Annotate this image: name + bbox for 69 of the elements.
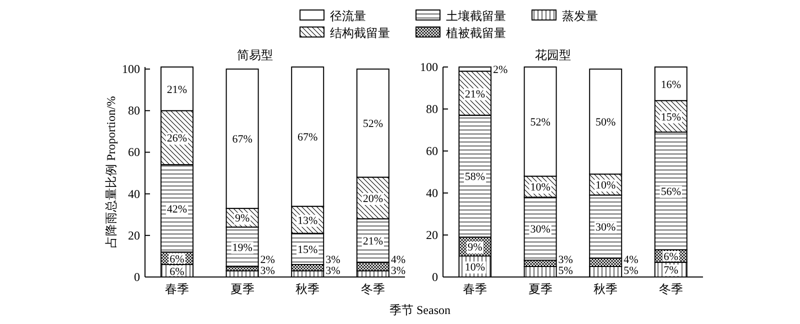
data-label: 30% — [530, 224, 550, 236]
data-label: 9% — [468, 242, 482, 254]
x-tick-label: 夏季 — [230, 282, 254, 296]
x-tick-label: 秋季 — [296, 282, 320, 296]
data-label: 30% — [596, 222, 616, 234]
data-label: 3% — [260, 265, 275, 277]
data-label: 20% — [362, 192, 383, 205]
y-tick-label: 80 — [128, 104, 140, 118]
x-tick-label: 冬季 — [658, 282, 683, 296]
chart-title: 花园型 — [535, 48, 571, 62]
chart-title: 简易型 — [237, 48, 273, 62]
y-axis-title: 占降雨总量比例 Proportion/% — [104, 96, 118, 248]
data-label: 10% — [464, 262, 486, 274]
data-label: 15% — [298, 244, 318, 256]
data-label: 50% — [596, 116, 616, 129]
data-label: 6% — [170, 253, 184, 266]
data-label: 52% — [362, 118, 383, 130]
data-label: 21% — [362, 236, 383, 248]
data-label: 10% — [596, 180, 616, 192]
data-label: 9% — [234, 212, 250, 225]
x-tick-label: 冬季 — [360, 282, 385, 296]
y-tick-label: 100 — [122, 62, 140, 76]
data-label: 58% — [464, 171, 486, 184]
legend-label: 结构截留量 — [330, 26, 390, 40]
data-label: 21% — [464, 88, 486, 100]
legend-label: 蒸发量 — [562, 9, 598, 23]
data-label: 6% — [170, 266, 184, 278]
y-tick-label: 20 — [426, 228, 438, 242]
data-label: 21% — [166, 84, 188, 96]
y-tick-label: 60 — [426, 144, 438, 158]
y-tick-label: 0 — [432, 270, 438, 284]
data-label: 42% — [166, 203, 188, 216]
x-tick-label: 夏季 — [528, 282, 552, 296]
data-label: 67% — [298, 132, 318, 144]
x-tick-label: 春季 — [165, 282, 189, 296]
x-axis-title: 季节 Season — [390, 303, 450, 317]
data-label: 3% — [326, 254, 340, 266]
y-tick-label: 0 — [134, 270, 140, 284]
data-label: 16% — [660, 78, 681, 91]
data-label: 6% — [664, 251, 678, 263]
data-label: 3% — [390, 265, 406, 277]
data-label: 52% — [530, 116, 550, 129]
data-label: 4% — [390, 254, 406, 266]
data-label: 15% — [660, 111, 681, 124]
legend-label: 径流量 — [330, 9, 366, 23]
data-label: 10% — [530, 182, 550, 194]
y-tick-label: 40 — [426, 186, 438, 200]
data-label: 26% — [166, 132, 188, 145]
data-label: 13% — [298, 214, 318, 227]
legend-label: 植被截留量 — [446, 26, 506, 40]
data-label: 4% — [624, 254, 638, 266]
data-label: 3% — [558, 254, 573, 266]
data-label: 56% — [660, 186, 681, 198]
y-tick-label: 60 — [128, 145, 140, 160]
data-label: 7% — [664, 264, 678, 277]
x-tick-label: 春季 — [463, 282, 487, 296]
data-label: 5% — [624, 265, 638, 277]
y-tick-label: 40 — [128, 186, 140, 201]
data-label: 3% — [326, 265, 340, 277]
data-label: 67% — [232, 134, 252, 146]
data-label: 2% — [493, 64, 508, 76]
y-tick-label: 20 — [128, 228, 140, 242]
data-label: 19% — [232, 242, 252, 254]
y-tick-label: 100 — [420, 60, 438, 74]
x-tick-label: 秋季 — [594, 282, 618, 296]
data-label: 2% — [260, 254, 275, 266]
data-label: 5% — [558, 265, 573, 277]
y-tick-label: 80 — [426, 102, 438, 116]
legend-label: 土壤截留量 — [446, 9, 506, 23]
